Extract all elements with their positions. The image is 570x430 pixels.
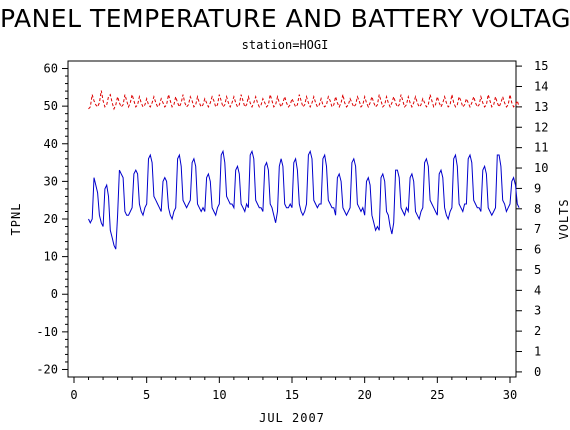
left-y-tick-label: 0 (51, 287, 58, 301)
right-y-axis-label: VOLTS (557, 198, 570, 239)
chart-title: PANEL TEMPERATURE AND BATTERY VOLTAGE (0, 4, 570, 33)
left-y-tick-label: 40 (44, 137, 58, 151)
x-tick-label: 0 (70, 388, 77, 402)
right-y-tick-label: 5 (534, 263, 541, 277)
right-y-tick-label: 11 (534, 141, 548, 155)
x-tick-label: 15 (285, 388, 299, 402)
right-y-tick-label: 6 (534, 243, 541, 257)
right-y-tick-label: 2 (534, 324, 541, 338)
right-y-tick-label: 14 (534, 79, 548, 93)
right-y-tick-label: 9 (534, 181, 541, 195)
x-tick-label: 5 (143, 388, 150, 402)
right-y-tick-label: 10 (534, 161, 548, 175)
left-y-tick-label: 10 (44, 250, 58, 264)
battery-voltage-line (88, 90, 520, 111)
left-y-tick-label: 20 (44, 212, 58, 226)
right-y-tick-label: 1 (534, 345, 541, 359)
x-tick-label: 30 (503, 388, 517, 402)
x-tick-label: 25 (430, 388, 444, 402)
right-y-tick-label: 4 (534, 283, 541, 297)
left-y-tick-label: 60 (44, 62, 58, 76)
x-tick-label: 20 (357, 388, 371, 402)
right-y-tick-label: 8 (534, 202, 541, 216)
x-axis-label: JUL 2007 (259, 411, 325, 425)
left-y-tick-label: 30 (44, 174, 58, 188)
left-y-axis-label: TPNL (9, 203, 23, 236)
left-y-tick-label: 50 (44, 99, 58, 113)
panel-temperature-line (88, 149, 520, 250)
left-y-tick-label: -10 (36, 325, 58, 339)
x-tick-label: 10 (212, 388, 226, 402)
left-y-tick-label: -20 (36, 362, 58, 376)
right-y-tick-label: 15 (534, 59, 548, 73)
plot-frame (67, 60, 517, 378)
right-y-tick-label: 12 (534, 120, 548, 134)
right-y-tick-label: 3 (534, 304, 541, 318)
right-y-tick-label: 13 (534, 100, 548, 114)
chart-subtitle: station=HOGI (241, 38, 329, 52)
right-y-tick-label: 7 (534, 222, 541, 236)
right-y-tick-label: 0 (534, 365, 541, 379)
